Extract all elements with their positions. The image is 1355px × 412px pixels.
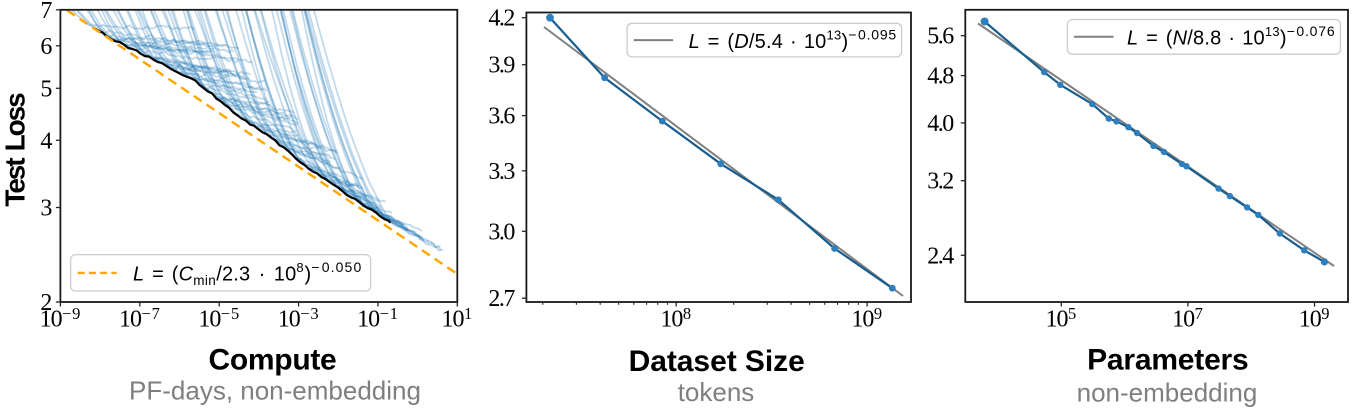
svg-text:3: 3	[40, 196, 52, 222]
svg-text:2.7: 2.7	[488, 286, 515, 312]
svg-text:101: 101	[442, 304, 474, 333]
svg-text:10−7: 10−7	[119, 304, 161, 333]
svg-text:5.6: 5.6	[927, 24, 954, 50]
svg-text:Test Loss: Test Loss	[0, 93, 31, 207]
svg-text:10−9: 10−9	[40, 304, 82, 333]
svg-text:3.6: 3.6	[488, 104, 515, 130]
svg-text:3.0: 3.0	[488, 219, 515, 245]
svg-text:L = (Cmin/2.3 · 108)−0.050: L = (Cmin/2.3 · 108)−0.050	[133, 259, 362, 288]
svg-text:3.3: 3.3	[488, 159, 515, 185]
svg-text:108: 108	[660, 304, 692, 333]
svg-text:105: 105	[1046, 304, 1078, 333]
svg-text:7: 7	[40, 0, 52, 24]
svg-text:Compute: Compute	[209, 344, 337, 377]
svg-text:4.0: 4.0	[927, 111, 954, 137]
svg-text:4.8: 4.8	[927, 64, 954, 90]
svg-text:5: 5	[40, 76, 52, 102]
svg-text:10−3: 10−3	[278, 304, 320, 333]
svg-text:4.2: 4.2	[488, 6, 514, 32]
svg-text:10−1: 10−1	[357, 304, 399, 333]
svg-text:Parameters: Parameters	[1087, 343, 1248, 376]
svg-text:3.9: 3.9	[488, 53, 515, 79]
svg-text:10−5: 10−5	[198, 304, 240, 333]
svg-text:PF-days, non-embedding: PF-days, non-embedding	[129, 376, 421, 406]
svg-text:tokens: tokens	[678, 377, 755, 407]
svg-text:L = (D/5.4 · 1013)−0.095: L = (D/5.4 · 1013)−0.095	[689, 26, 897, 52]
svg-text:2.4: 2.4	[927, 243, 954, 269]
svg-text:3.2: 3.2	[927, 169, 953, 195]
svg-text:2: 2	[40, 290, 52, 316]
svg-text:109: 109	[1299, 304, 1331, 333]
svg-text:L = (N/8.8 · 1013)−0.076: L = (N/8.8 · 1013)−0.076	[1127, 23, 1335, 49]
svg-text:4: 4	[40, 128, 52, 154]
svg-text:107: 107	[1172, 304, 1204, 333]
svg-text:Dataset Size: Dataset Size	[629, 345, 805, 378]
svg-text:109: 109	[851, 304, 883, 333]
svg-text:6: 6	[40, 34, 52, 60]
svg-text:non-embedding: non-embedding	[1077, 377, 1258, 407]
